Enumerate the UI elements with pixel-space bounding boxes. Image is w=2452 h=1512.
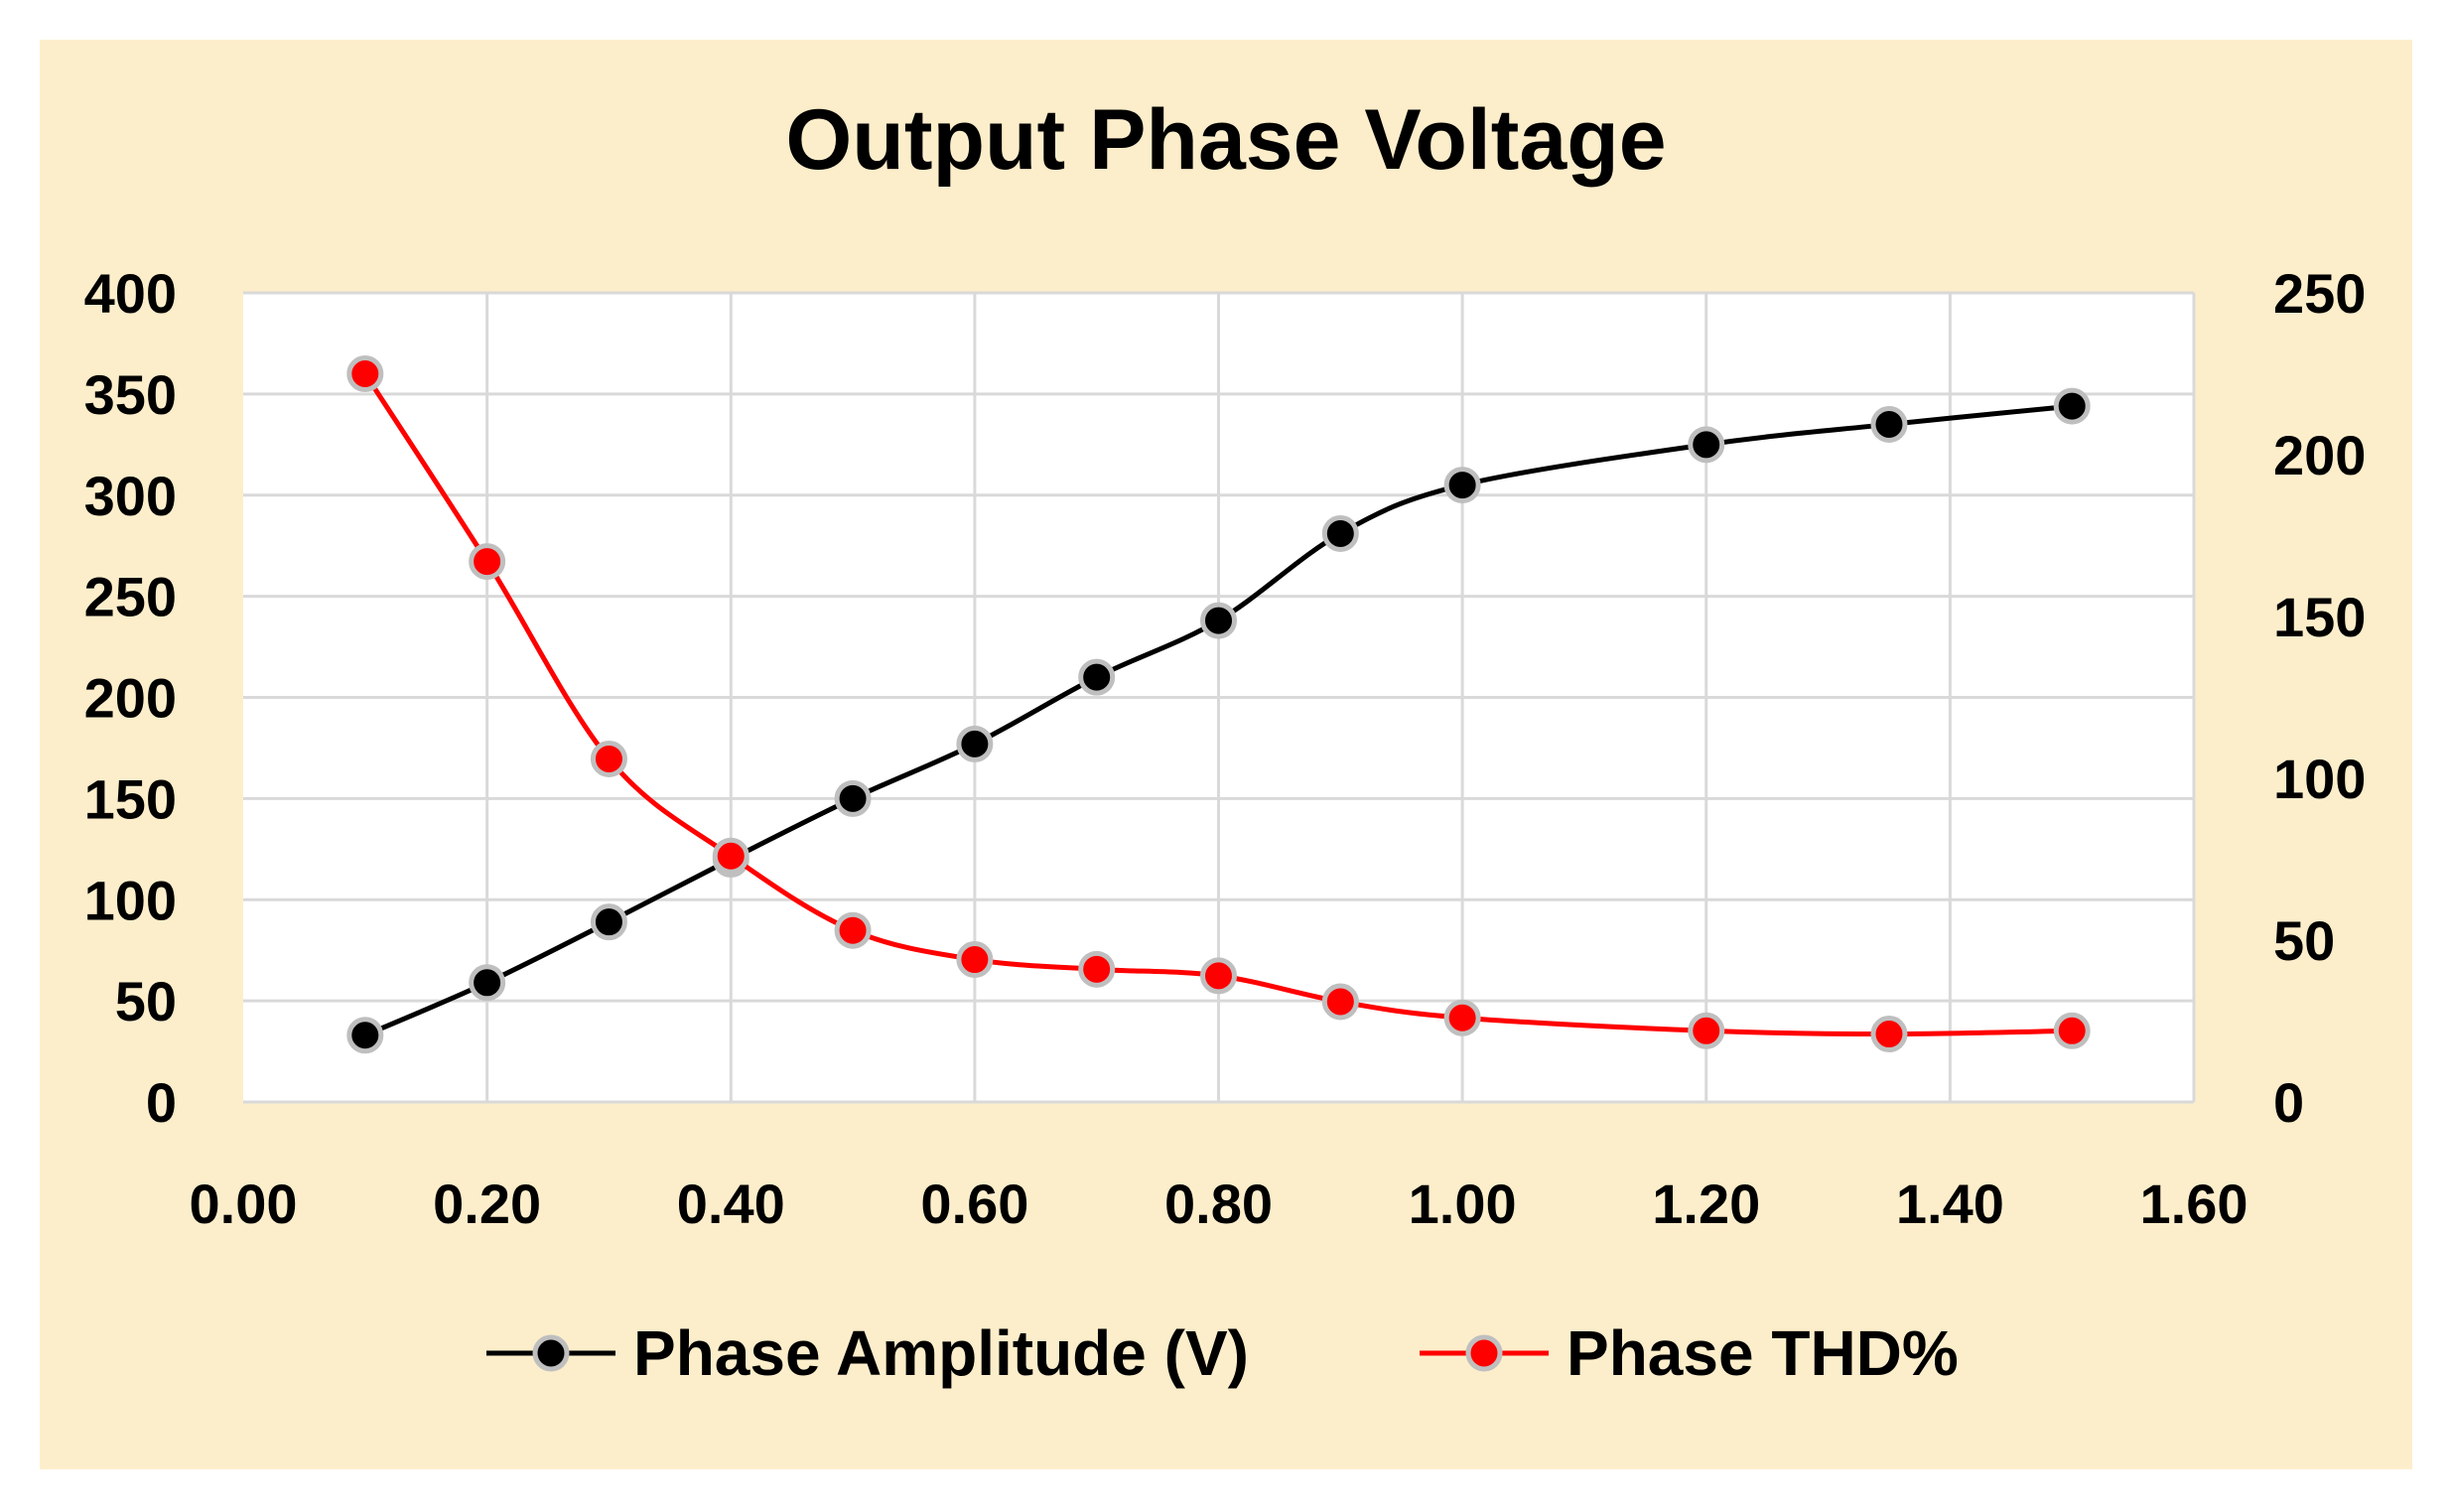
y-left-tick-label: 150	[84, 767, 177, 830]
data-point	[1688, 426, 1725, 464]
y-right-tick-label: 100	[2273, 748, 2366, 810]
legend-item-1: Phase Amplitude (V)	[486, 1317, 1249, 1389]
x-tick-label: 0.00	[190, 1172, 298, 1235]
x-tick-label: 1.00	[1409, 1172, 1517, 1235]
data-point	[1321, 514, 1359, 552]
y-left-tick-label: 250	[84, 566, 177, 628]
data-point	[1078, 658, 1116, 696]
series-2	[346, 355, 2091, 1053]
y-left-tick-label: 400	[84, 262, 177, 325]
series-layer	[346, 355, 2091, 1054]
data-point	[346, 355, 384, 392]
data-point	[1870, 1016, 1908, 1053]
y-left-tick-label: 300	[84, 465, 177, 527]
data-point	[956, 941, 994, 979]
series-1	[346, 387, 2091, 1054]
data-point	[2053, 1012, 2091, 1049]
data-point	[1688, 1012, 1725, 1049]
y-right-tick-label: 200	[2273, 424, 2366, 486]
legend-label: Phase THD%	[1567, 1317, 1959, 1389]
data-point	[1200, 957, 1237, 995]
data-point	[712, 837, 749, 875]
x-tick-label: 1.20	[1652, 1172, 1760, 1235]
y-right-tick-label: 150	[2273, 586, 2366, 648]
y-left-tick-label: 100	[84, 869, 177, 931]
y-left-tick-label: 350	[84, 363, 177, 426]
data-point	[1443, 467, 1481, 504]
x-tick-label: 0.80	[1164, 1172, 1273, 1235]
data-point	[1870, 405, 1908, 443]
legend: Phase Amplitude (V) Phase THD%	[486, 1317, 1959, 1389]
legend-marker	[532, 1334, 570, 1372]
axes: 0.00 0.20 0.40 0.60 0.80 1.00 1.20 1.40 1.60 0 50 1…	[84, 262, 2367, 1235]
data-point	[1321, 983, 1359, 1021]
x-tick-label: 1.60	[2140, 1172, 2248, 1235]
y-right-tick-label: 0	[2273, 1071, 2304, 1134]
legend-marker	[1465, 1334, 1503, 1372]
y-right-tick-label: 50	[2273, 909, 2335, 972]
data-point	[1078, 950, 1116, 988]
x-tick-label: 0.60	[920, 1172, 1028, 1235]
data-point	[834, 779, 872, 817]
data-point	[346, 1017, 384, 1054]
x-tick-label: 0.40	[677, 1172, 785, 1235]
data-point	[590, 740, 627, 777]
y-left-tick-label: 0	[146, 1071, 177, 1134]
data-point	[469, 543, 506, 581]
legend-label: Phase Amplitude (V)	[633, 1317, 1249, 1389]
data-point	[2053, 387, 2091, 425]
data-point	[1443, 999, 1481, 1036]
data-point	[469, 964, 506, 1002]
y-right-tick-label: 250	[2273, 262, 2366, 325]
x-tick-label: 1.40	[1896, 1172, 2004, 1235]
x-tick-label: 0.20	[433, 1172, 541, 1235]
chart-title: Output Phase Voltage	[785, 92, 1666, 188]
data-point	[1200, 602, 1237, 639]
data-point	[956, 725, 994, 762]
legend-item-2: Phase THD%	[1420, 1317, 1959, 1389]
y-left-tick-label: 50	[115, 970, 177, 1032]
y-left-tick-label: 200	[84, 667, 177, 730]
data-point	[590, 903, 627, 941]
data-point	[834, 911, 872, 949]
